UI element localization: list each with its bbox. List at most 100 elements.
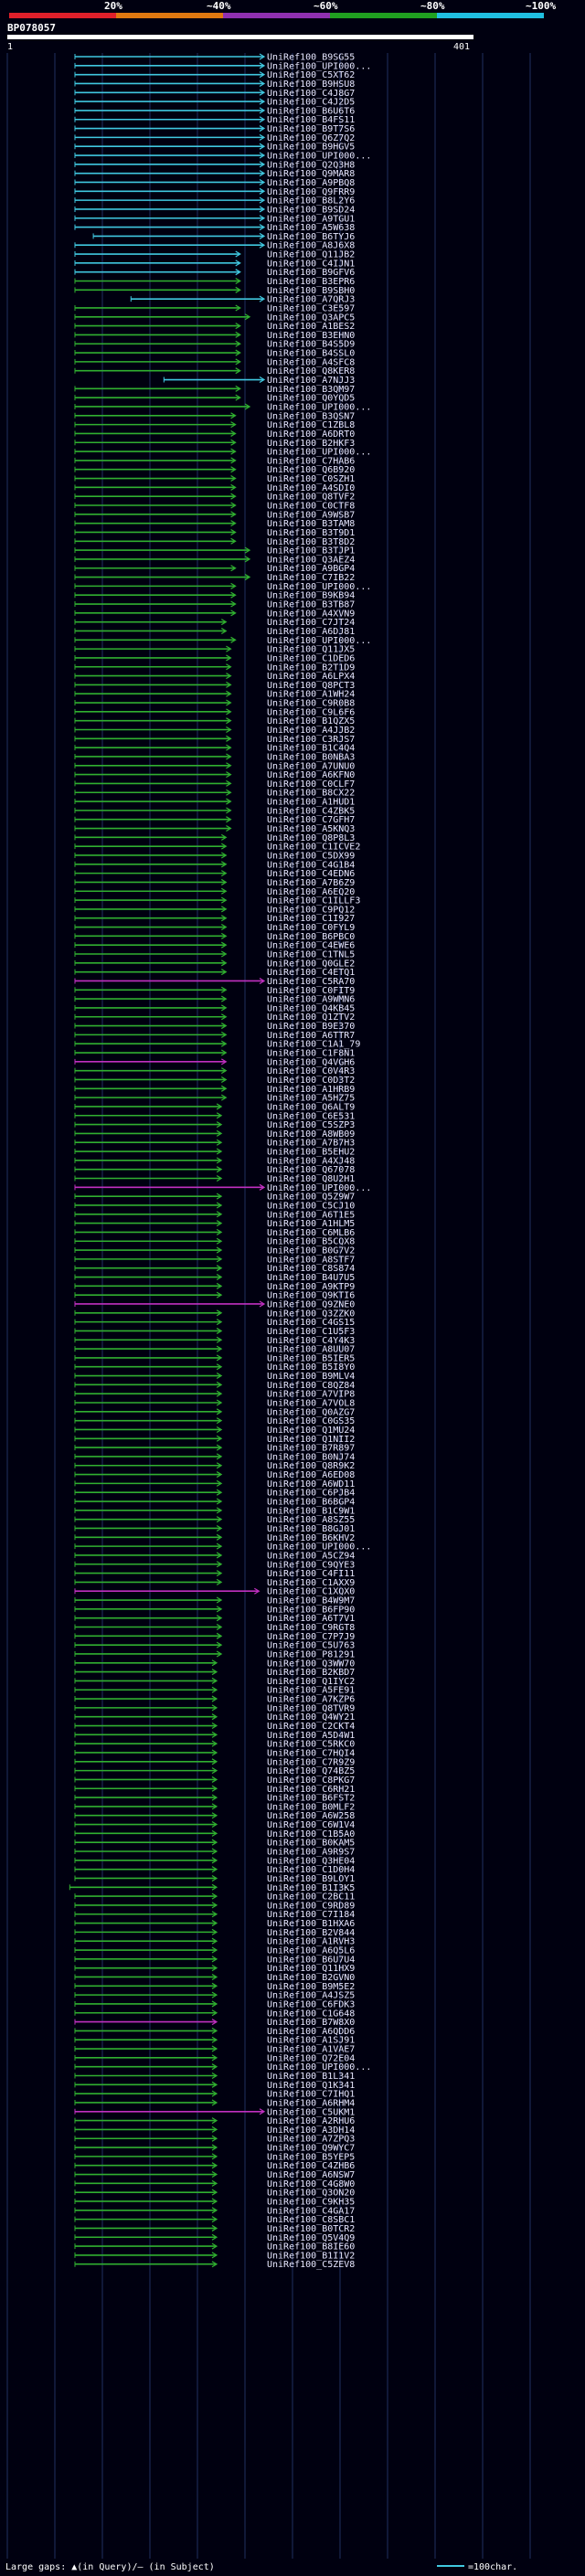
hit-label[interactable]: UniRef100_A2RHU6 — [267, 2116, 355, 2126]
hit-row[interactable]: UniRef100_A9TGU1 — [74, 214, 355, 224]
hit-row[interactable]: UniRef100_B3T8D2 — [74, 537, 355, 547]
hit-label[interactable]: UniRef100_C4EWE6 — [267, 941, 355, 951]
hit-row[interactable]: UniRef100_A5FE91 — [74, 1686, 355, 1696]
hit-row[interactable]: UniRef100_C5DX99 — [74, 851, 355, 861]
hit-row[interactable]: UniRef100_A8WB09 — [74, 1129, 355, 1140]
hit-row[interactable]: UniRef100_Q9WYC7 — [74, 2144, 355, 2154]
hit-row[interactable]: UniRef100_C2BC11 — [74, 1892, 355, 1903]
hit-row[interactable]: UniRef100_Q2Q3H8 — [74, 160, 355, 170]
hit-row[interactable]: UniRef100_Q8R9K2 — [74, 1461, 355, 1471]
hit-row[interactable]: UniRef100_A6ED08 — [74, 1470, 355, 1480]
hit-label[interactable]: UniRef100_C0FYL9 — [267, 923, 355, 933]
hit-label[interactable]: UniRef100_UPI000... — [267, 61, 371, 71]
hit-row[interactable]: UniRef100_B1HXA6 — [74, 1919, 355, 1929]
hit-row[interactable]: UniRef100_C6RH21 — [74, 1785, 355, 1795]
hit-row[interactable]: UniRef100_Q72E04 — [74, 2053, 355, 2063]
hit-row[interactable]: UniRef100_C1ICVE2 — [74, 843, 360, 853]
hit-label[interactable]: UniRef100_Q3APC5 — [267, 313, 355, 323]
hit-row[interactable]: UniRef100_C7GFH7 — [74, 815, 355, 825]
hit-row[interactable]: UniRef100_C4ZBK5 — [74, 806, 355, 816]
hit-label[interactable]: UniRef100_Q9KTI6 — [267, 1291, 355, 1301]
hit-label[interactable]: UniRef100_A3DH14 — [267, 2125, 355, 2136]
hit-label[interactable]: UniRef100_C1ZBL8 — [267, 420, 355, 430]
hit-row[interactable]: UniRef100_UPI000... — [74, 2062, 371, 2072]
hit-label[interactable]: UniRef100_Q8R9K2 — [267, 1461, 355, 1471]
hit-row[interactable]: UniRef100_C4EDN6 — [74, 869, 355, 879]
hit-row[interactable]: UniRef100_C8QZ84 — [74, 1381, 355, 1391]
hit-label[interactable]: UniRef100_C1F8N1 — [267, 1049, 355, 1059]
hit-row[interactable]: UniRef100_C7IB22 — [74, 573, 355, 583]
hit-row[interactable]: UniRef100_A1HUD1 — [74, 798, 355, 808]
hit-row[interactable]: UniRef100_A5CZ94 — [74, 1551, 355, 1561]
hit-label[interactable]: UniRef100_C2BC11 — [267, 1892, 355, 1903]
hit-label[interactable]: UniRef100_B3QSN7 — [267, 411, 355, 421]
hit-row[interactable]: UniRef100_C6W1V4 — [74, 1820, 355, 1830]
hit-row[interactable]: UniRef100_B9KB94 — [74, 591, 355, 601]
hit-label[interactable]: UniRef100_Q1IYC2 — [267, 1677, 355, 1687]
hit-row[interactable]: UniRef100_C1DED6 — [74, 653, 355, 663]
hit-row[interactable]: UniRef100_Q3HE04 — [74, 1856, 355, 1866]
hit-row[interactable]: UniRef100_B5IER5 — [74, 1353, 355, 1363]
hit-label[interactable]: UniRef100_C4FI11 — [267, 1569, 355, 1579]
hit-label[interactable]: UniRef100_C1DED6 — [267, 653, 355, 663]
hit-row[interactable]: UniRef100_C7HQI4 — [74, 1748, 355, 1758]
hit-row[interactable]: UniRef100_C9R0B8 — [74, 699, 355, 709]
hit-row[interactable]: UniRef100_B3TJP1 — [74, 546, 355, 557]
hit-row[interactable]: UniRef100_Q1ZTV2 — [74, 1012, 355, 1023]
hit-row[interactable]: UniRef100_C2CKT4 — [74, 1722, 355, 1732]
hit-label[interactable]: UniRef100_Q6ALT9 — [267, 1102, 355, 1112]
hit-row[interactable]: UniRef100_B6TYJ6 — [92, 232, 355, 242]
hit-label[interactable]: UniRef100_B8L2Y6 — [267, 196, 355, 207]
hit-label[interactable]: UniRef100_C1A1_79 — [267, 1040, 360, 1050]
hit-row[interactable]: UniRef100_C9QYE3 — [74, 1560, 355, 1570]
hit-row[interactable]: UniRef100_Q6Z7Q2 — [74, 133, 355, 143]
hit-label[interactable]: UniRef100_A7QRJ3 — [267, 295, 355, 305]
hit-row[interactable]: UniRef100_A7QRJ3 — [130, 295, 355, 305]
hit-row[interactable]: UniRef100_C3RJS7 — [74, 735, 355, 745]
hit-row[interactable]: UniRef100_A6NSW7 — [74, 2170, 355, 2180]
hit-label[interactable]: UniRef100_UPI000... — [267, 448, 371, 458]
hit-label[interactable]: UniRef100_Q67078 — [267, 1165, 355, 1175]
hit-label[interactable]: UniRef100_B2V844 — [267, 1928, 355, 1938]
hit-row[interactable]: UniRef100_C1TNL5 — [74, 950, 355, 960]
hit-row[interactable]: UniRef100_B6FST2 — [74, 1794, 355, 1804]
hit-row[interactable]: UniRef100_UPI000... — [74, 152, 371, 162]
hit-label[interactable]: UniRef100_C1B5A0 — [267, 1829, 355, 1839]
hit-row[interactable]: UniRef100_A4XVN9 — [74, 609, 355, 619]
hit-label[interactable]: UniRef100_A5W638 — [267, 223, 355, 233]
hit-label[interactable]: UniRef100_C1D0H4 — [267, 1865, 355, 1875]
hit-label[interactable]: UniRef100_C9R0B8 — [267, 699, 355, 709]
hit-label[interactable]: UniRef100_B5EHU2 — [267, 1148, 355, 1158]
hit-row[interactable]: UniRef100_C1G648 — [74, 2009, 355, 2019]
hit-label[interactable]: UniRef100_Q5V4Q9 — [267, 2233, 355, 2243]
hit-label[interactable]: UniRef100_C6PJB4 — [267, 1489, 355, 1499]
hit-label[interactable]: UniRef100_Q11JX5 — [267, 645, 355, 655]
hit-label[interactable]: UniRef100_C5RKC0 — [267, 1740, 355, 1750]
hit-label[interactable]: UniRef100_C9RD89 — [267, 1901, 355, 1911]
hit-row[interactable]: UniRef100_C6PJB4 — [74, 1489, 355, 1499]
hit-label[interactable]: UniRef100_A5D4W1 — [267, 1731, 355, 1741]
hit-label[interactable]: UniRef100_B9HGV5 — [267, 143, 355, 153]
hit-row[interactable]: UniRef100_A7NJJ3 — [163, 376, 355, 386]
hit-row[interactable]: UniRef100_B3T9D1 — [74, 528, 355, 538]
hit-row[interactable]: UniRef100_A7KZP6 — [74, 1695, 355, 1705]
hit-label[interactable]: UniRef100_B3TB87 — [267, 600, 355, 610]
hit-label[interactable]: UniRef100_C1XQX0 — [267, 1587, 355, 1597]
hit-label[interactable]: UniRef100_B1C9W1 — [267, 1506, 355, 1516]
hit-label[interactable]: UniRef100_A5CZ94 — [267, 1551, 355, 1561]
hit-row[interactable]: UniRef100_Q3ZZK0 — [74, 1309, 355, 1319]
hit-row[interactable]: UniRef100_C6E531 — [74, 1111, 355, 1121]
hit-row[interactable]: UniRef100_B2V844 — [74, 1928, 355, 1938]
hit-row[interactable]: UniRef100_Q9ZNE0 — [74, 1299, 355, 1309]
hit-row[interactable]: UniRef100_C7HAB6 — [74, 456, 355, 466]
hit-row[interactable]: UniRef100_C6FDK3 — [74, 1999, 355, 2009]
hit-label[interactable]: UniRef100_B6FP90 — [267, 1605, 355, 1615]
hit-row[interactable]: UniRef100_Q4VGH6 — [74, 1057, 355, 1067]
hit-label[interactable]: UniRef100_A5HZ75 — [267, 1094, 355, 1104]
hit-label[interactable]: UniRef100_C1AXX9 — [267, 1578, 355, 1588]
hit-row[interactable]: UniRef100_Q3ON20 — [74, 2189, 355, 2199]
hit-row[interactable]: UniRef100_B8CX22 — [74, 789, 355, 799]
hit-label[interactable]: UniRef100_B6U7U4 — [267, 1955, 355, 1965]
hit-row[interactable]: UniRef100_Q8KER8 — [74, 366, 355, 376]
hit-label[interactable]: UniRef100_Q9MAR8 — [267, 169, 355, 179]
